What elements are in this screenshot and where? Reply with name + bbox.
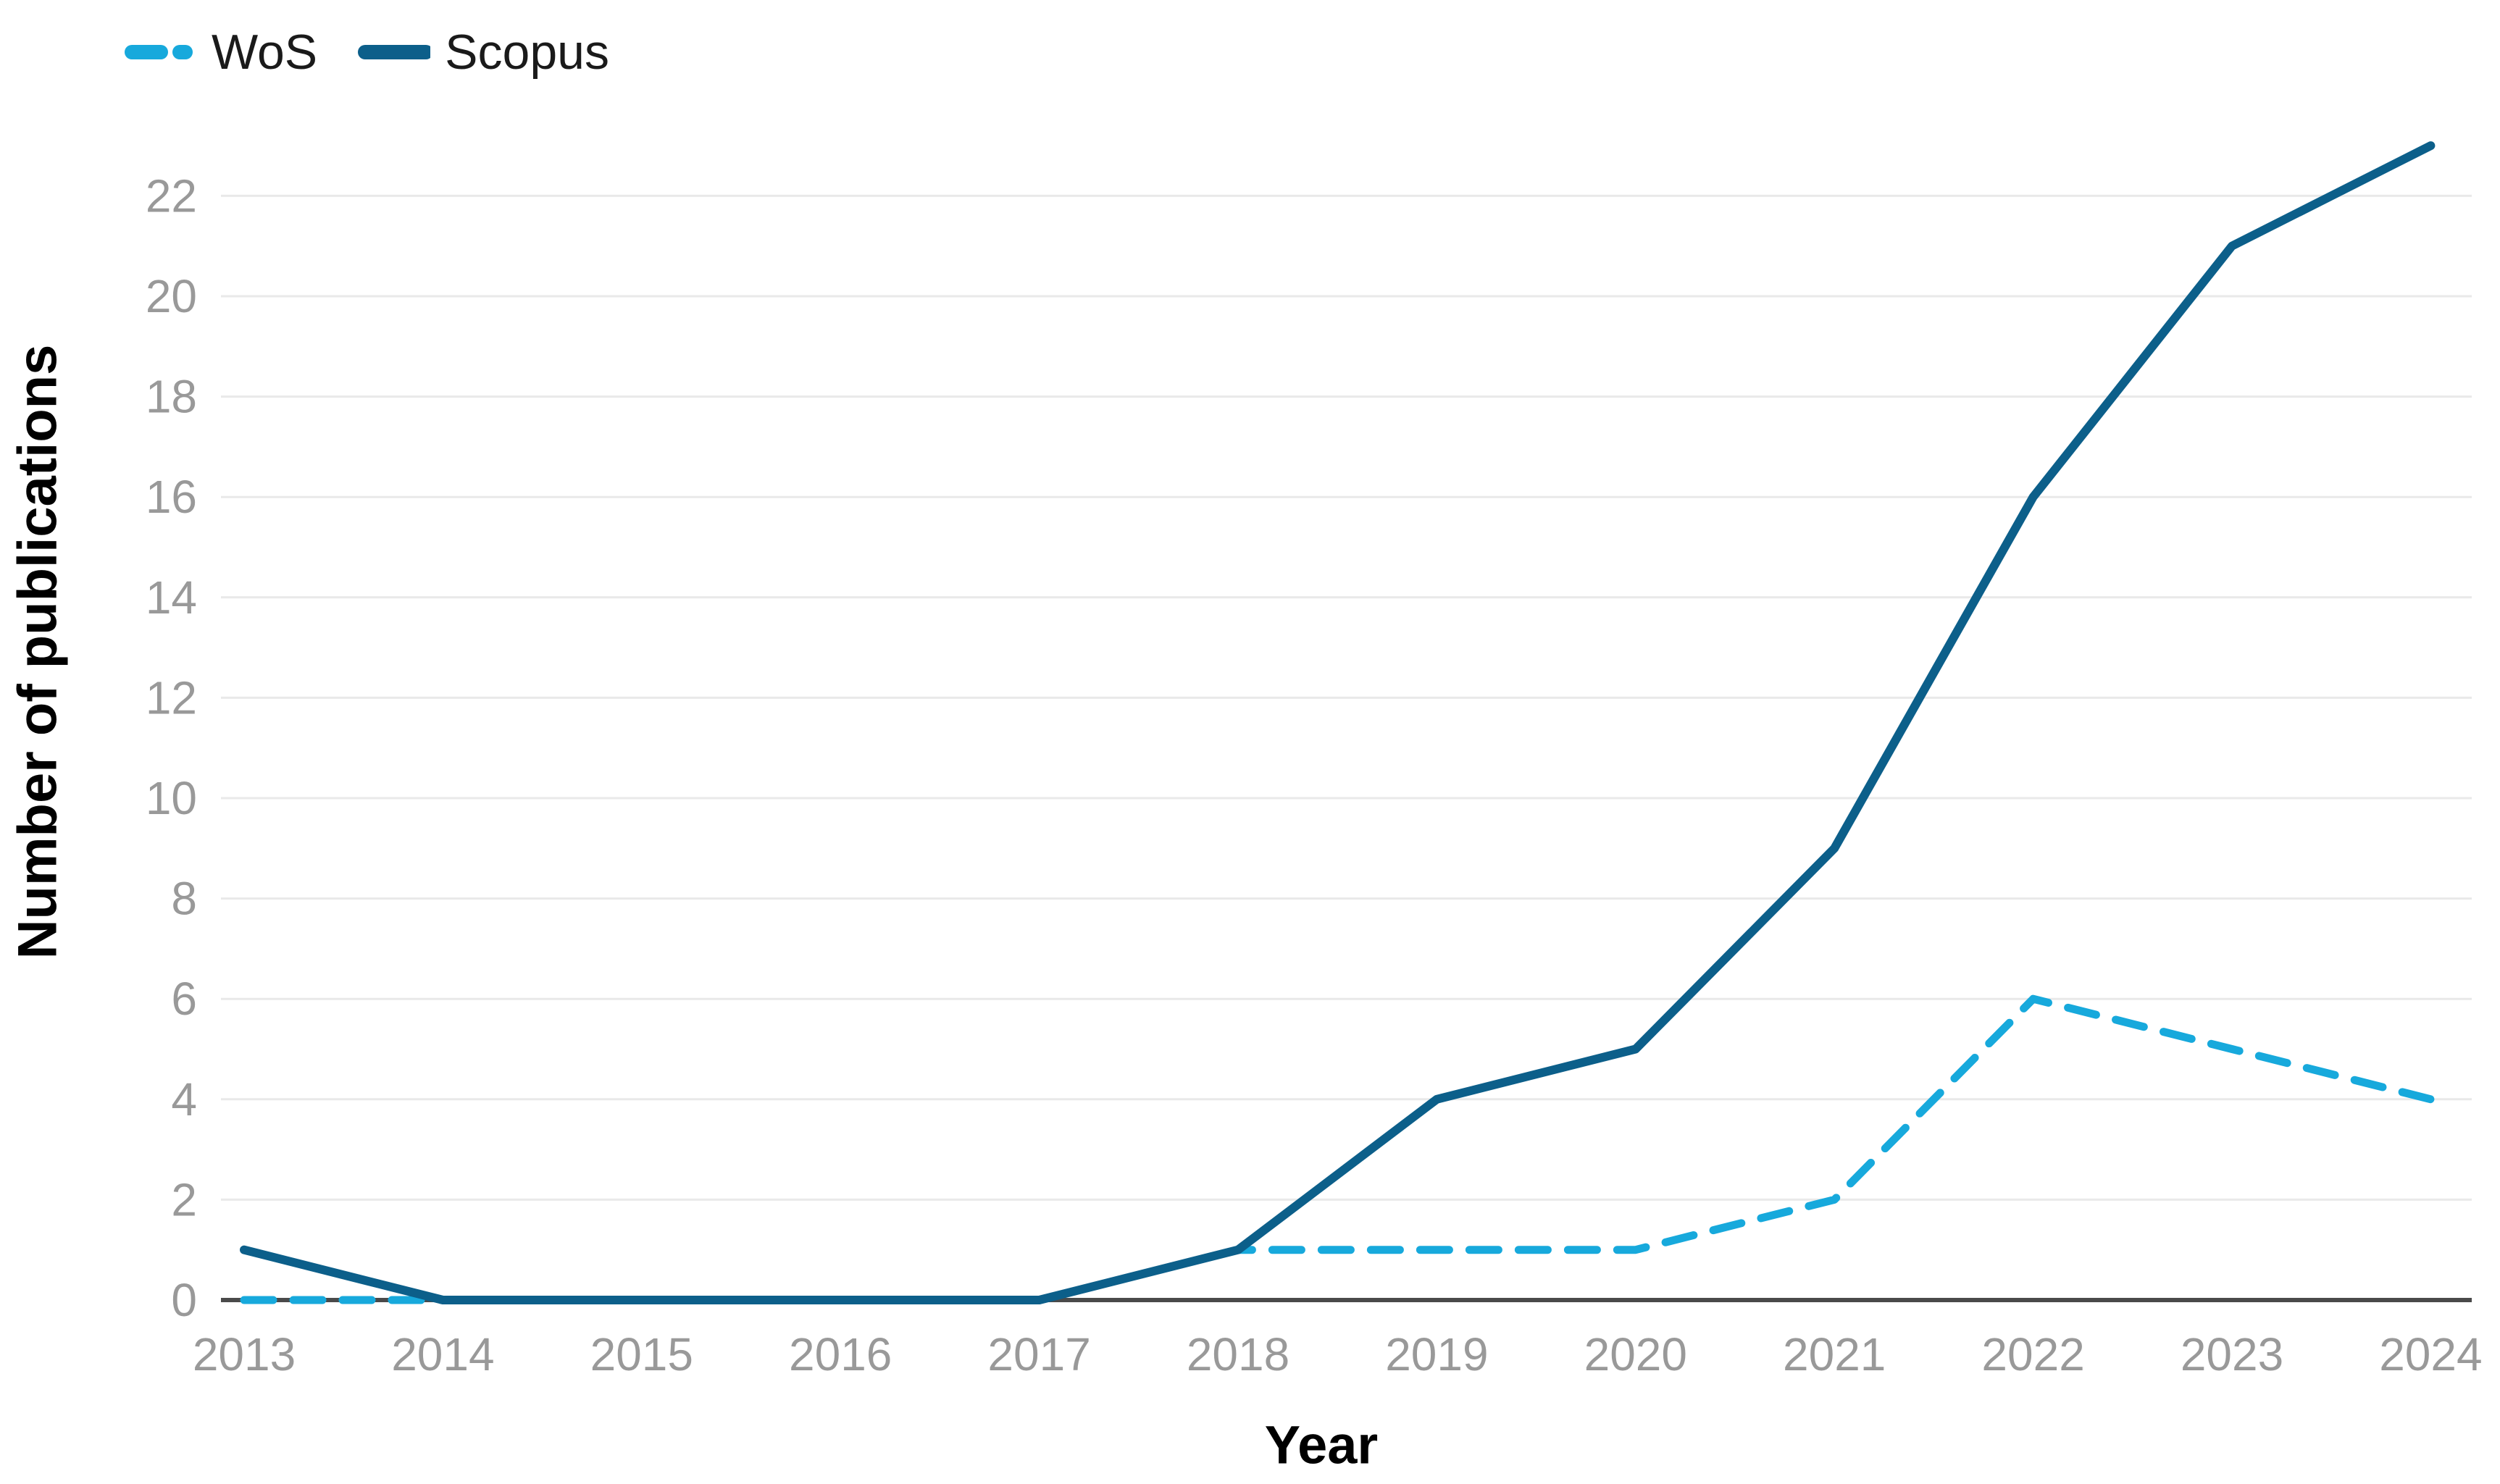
scopus-series-line: [240, 141, 2436, 1304]
x-tick-label-2017: 2017: [987, 1328, 1090, 1380]
x-tick-label-2024: 2024: [2379, 1328, 2482, 1380]
x-tick-label-2022: 2022: [1981, 1328, 2084, 1380]
y-tick-label-22: 22: [146, 169, 197, 222]
y-tick-label-14: 14: [146, 571, 197, 624]
y-tick-label-6: 6: [171, 973, 197, 1025]
x-tick-label-2016: 2016: [789, 1328, 892, 1380]
x-tick-label-2020: 2020: [1584, 1328, 1687, 1380]
x-tick-label-2018: 2018: [1187, 1328, 1289, 1380]
x-tick-label-2021: 2021: [1783, 1328, 1886, 1380]
x-tick-label-2019: 2019: [1385, 1328, 1488, 1380]
y-tick-label-8: 8: [171, 873, 197, 925]
y-tick-label-2: 2: [171, 1173, 197, 1225]
y-tick-label-12: 12: [146, 671, 197, 724]
x-tick-label-2013: 2013: [193, 1328, 296, 1380]
y-tick-label-10: 10: [146, 772, 197, 824]
x-tick-label-2023: 2023: [2181, 1328, 2283, 1380]
x-axis-title: Year: [1264, 1414, 1379, 1475]
wos-series-line: [240, 994, 2435, 1304]
x-tick-label-2015: 2015: [590, 1328, 693, 1380]
chart-legend: WoS Scopus: [125, 28, 609, 77]
y-tick-label-4: 4: [171, 1073, 197, 1125]
wos-dashed-line-icon: [125, 45, 197, 59]
legend-label-wos: WoS: [212, 25, 318, 80]
y-tick-label-16: 16: [146, 471, 197, 523]
y-tick-label-0: 0: [171, 1274, 197, 1326]
legend-item-wos: WoS: [125, 28, 317, 77]
y-tick-label-18: 18: [146, 371, 197, 423]
legend-label-scopus: Scopus: [445, 25, 609, 80]
y-tick-label-20: 20: [146, 270, 197, 322]
legend-item-scopus: Scopus: [358, 28, 609, 77]
scopus-solid-line-icon: [358, 45, 431, 59]
y-axis-title: Number of publications: [7, 344, 69, 960]
x-tick-label-2014: 2014: [391, 1328, 494, 1380]
